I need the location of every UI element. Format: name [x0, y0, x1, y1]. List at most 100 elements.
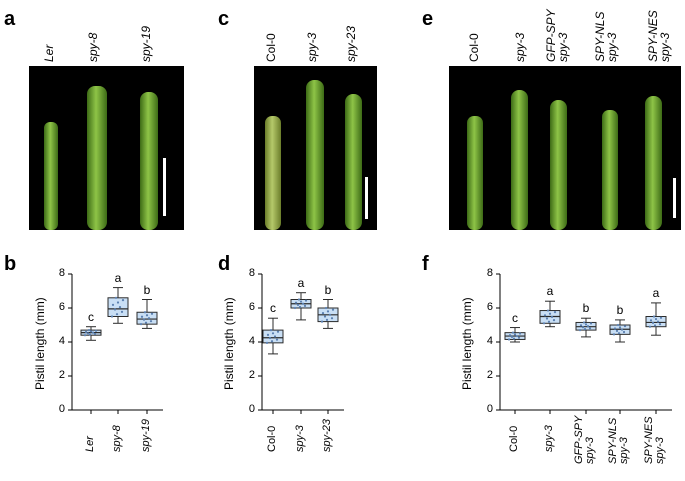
category-label-d-1: spy-3 [294, 425, 306, 452]
data-dot [515, 334, 519, 338]
pistil-image-a [44, 86, 166, 230]
y-tick-label-d: 0 [248, 403, 255, 415]
box-b-2 [136, 311, 158, 325]
data-dot [145, 314, 149, 317]
data-dot [622, 330, 626, 334]
data-dot [513, 333, 517, 336]
data-dot [543, 314, 547, 317]
data-dot [547, 320, 551, 323]
data-dot [546, 309, 550, 312]
data-dot [150, 312, 154, 315]
category-label-line1: spy-3 [294, 425, 306, 452]
data-dot [658, 323, 662, 326]
y-tick-label-f: 2 [486, 369, 493, 381]
sig-letter-f-1: a [546, 284, 554, 299]
data-dot [294, 301, 298, 304]
panel-letter-b: b [4, 253, 17, 275]
data-dot [651, 321, 655, 324]
data-dot [121, 299, 125, 302]
data-dot [297, 298, 301, 301]
category-label-line1: spy-19 [140, 418, 152, 452]
pistil-e-col-0 [467, 116, 483, 230]
pistil-e-spy-3 [511, 90, 528, 230]
pistil-e-gfp-spy [550, 100, 567, 230]
scale-bar-e [673, 178, 676, 218]
sig-letter-d-1: a [297, 275, 305, 290]
data-dot [88, 333, 92, 336]
data-dot [83, 334, 87, 337]
data-dot [654, 317, 658, 321]
data-dot [299, 300, 303, 303]
data-dot [649, 319, 653, 322]
category-label-f-3: SPY-NLS spy-3 [607, 418, 630, 464]
sig-letter-f-2: b [582, 301, 590, 316]
data-dot [147, 317, 151, 320]
data-dot [270, 340, 274, 343]
data-dot [545, 317, 549, 320]
y-tick-label-f: 4 [486, 335, 493, 347]
y-tick-label-b: 6 [58, 301, 65, 313]
y-tick-label-b: 4 [58, 335, 65, 347]
photo-c [254, 66, 377, 230]
data-dot [303, 304, 307, 307]
category-label-line1: spy-8 [111, 425, 123, 452]
data-dot [271, 332, 275, 335]
category-label-line1: spy-23 [321, 418, 333, 452]
data-dot [582, 321, 586, 324]
category-label-f-4: SPY-NES spy-3 [643, 417, 666, 464]
data-dot [518, 332, 522, 335]
scale-bar-a [163, 158, 166, 216]
category-label-line1: spy-3 [543, 425, 555, 452]
data-dot [550, 315, 554, 319]
data-dot [648, 325, 652, 328]
category-label-line1: Col-0 [508, 425, 520, 452]
panel-letter-f: f [422, 253, 429, 275]
data-dot [269, 329, 273, 332]
data-dot [94, 329, 98, 332]
panel-letter-d: d [218, 253, 231, 275]
panel-letter-e: e [422, 8, 434, 30]
data-dot [265, 341, 269, 344]
category-label-b-1: spy-8 [111, 425, 123, 452]
data-dot [273, 335, 277, 338]
data-dot [326, 310, 330, 313]
data-dot [324, 306, 328, 310]
data-dot [581, 326, 585, 329]
data-dot [512, 337, 516, 340]
y-tick-label-b: 0 [58, 403, 65, 415]
data-dot [510, 335, 514, 338]
data-dot [511, 331, 515, 334]
y-tick-label-d: 2 [248, 369, 255, 381]
data-dot [583, 328, 587, 331]
data-dot [323, 315, 327, 318]
data-dot [330, 317, 334, 320]
y-tick-label-f: 6 [486, 301, 493, 313]
y-tick-label-d: 8 [248, 267, 255, 279]
category-label-b-2: spy-19 [140, 418, 152, 452]
data-dot [331, 308, 335, 311]
data-dot [616, 323, 620, 327]
data-dot [115, 313, 119, 316]
data-dot [275, 338, 279, 341]
pistil-spy-23 [345, 94, 362, 230]
data-dot [618, 326, 622, 329]
sig-letter-d-2: b [324, 282, 332, 297]
y-tick-label-f: 0 [486, 403, 493, 415]
data-dot [321, 312, 325, 315]
category-label-f-0: Col-0 [508, 425, 520, 452]
data-dot [548, 312, 552, 315]
category-label-b-0: Ler [84, 436, 96, 452]
sig-letter-f-0: c [512, 310, 518, 325]
data-dot [623, 325, 627, 328]
data-dot [298, 305, 302, 309]
scale-bar-c [365, 177, 368, 219]
data-dot [617, 332, 621, 335]
box-f-4 [645, 316, 667, 328]
category-label-d-2: spy-23 [321, 418, 333, 452]
data-dot [588, 327, 592, 330]
panel-letter-c: c [218, 8, 230, 30]
category-label-line1: Col-0 [266, 425, 278, 452]
box-b-1 [107, 297, 129, 317]
panel-letter-a: a [4, 8, 16, 30]
